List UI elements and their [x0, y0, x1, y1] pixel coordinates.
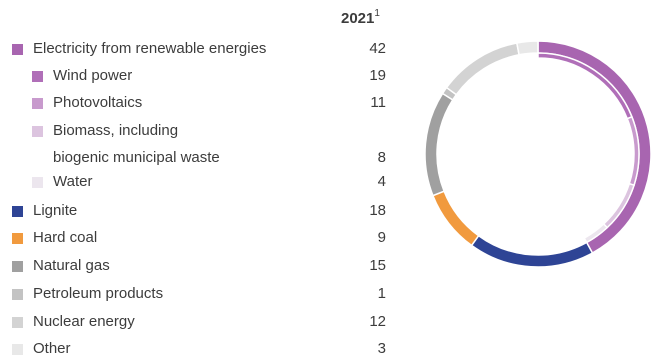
legend-row-natural-gas: Natural gas 15 — [0, 255, 400, 277]
legend-label: Photovoltaics — [53, 94, 143, 111]
legend-row-photovoltaics: Photovoltaics 11 — [0, 92, 400, 114]
legend-swatch — [12, 44, 23, 55]
legend-value: 42 — [369, 40, 386, 57]
legend-swatch — [12, 344, 23, 355]
year-header: 20211 — [341, 8, 380, 27]
legend-value: 18 — [369, 202, 386, 219]
legend-label: Other — [33, 340, 71, 357]
legend-row-electricity-from-renewable-energies: Electricity from renewable energies 42 — [0, 38, 400, 60]
legend-label: Electricity from renewable energies — [33, 40, 267, 57]
legend-row-water: Water 4 — [0, 171, 400, 193]
legend-label: Wind power — [53, 67, 133, 84]
slice-nuclear-energy — [445, 42, 520, 96]
legend-label: Water — [53, 173, 93, 190]
legend-value: 3 — [377, 340, 386, 357]
legend-value: 4 — [377, 173, 386, 190]
donut-chart — [424, 40, 652, 268]
legend-label: Biomass, including — [53, 122, 179, 139]
legend-row-petroleum-products: Petroleum products 1 — [0, 283, 400, 305]
slice-natural-gas — [424, 92, 454, 197]
legend-value: 19 — [369, 67, 386, 84]
slice-hard-coal — [431, 190, 480, 247]
slice-lignite — [470, 234, 594, 268]
legend-row-wind-power: Wind power 19 — [0, 65, 400, 87]
legend-row-nuclear-energy: Nuclear energy 12 — [0, 311, 400, 333]
legend-row-hard-coal: Hard coal 9 — [0, 227, 400, 249]
legend-value: 1 — [377, 285, 386, 302]
legend-label: Nuclear energy — [33, 313, 135, 330]
year-label: 2021 — [341, 10, 375, 27]
legend-swatch — [32, 98, 43, 109]
legend-swatch — [32, 126, 43, 137]
legend-label: Hard coal — [33, 229, 98, 246]
legend-value: 15 — [369, 257, 386, 274]
slice-water — [583, 222, 609, 244]
legend-label: Natural gas — [33, 257, 110, 274]
legend-swatch — [12, 206, 23, 217]
legend-label: Petroleum products — [33, 285, 164, 302]
legend-row-other: Other 3 — [0, 338, 400, 360]
legend-swatch — [32, 71, 43, 82]
footnote-mark: 1 — [374, 8, 380, 19]
legend-value: 12 — [369, 313, 386, 330]
legend-swatch — [12, 261, 23, 272]
slice-other — [515, 40, 539, 56]
legend-value: 11 — [370, 94, 386, 111]
legend-swatch — [12, 317, 23, 328]
legend-row-lignite: Lignite 18 — [0, 200, 400, 222]
legend-row-biomass-including: Biomass, including biogenic municipal was… — [0, 120, 400, 166]
legend-value: 8 — [377, 149, 386, 166]
legend-label-line2: biogenic municipal waste — [53, 149, 220, 166]
legend-label: Lignite — [33, 202, 78, 219]
legend-value: 9 — [377, 229, 386, 246]
legend-swatch — [12, 233, 23, 244]
legend-swatch — [12, 289, 23, 300]
legend-swatch — [32, 177, 43, 188]
